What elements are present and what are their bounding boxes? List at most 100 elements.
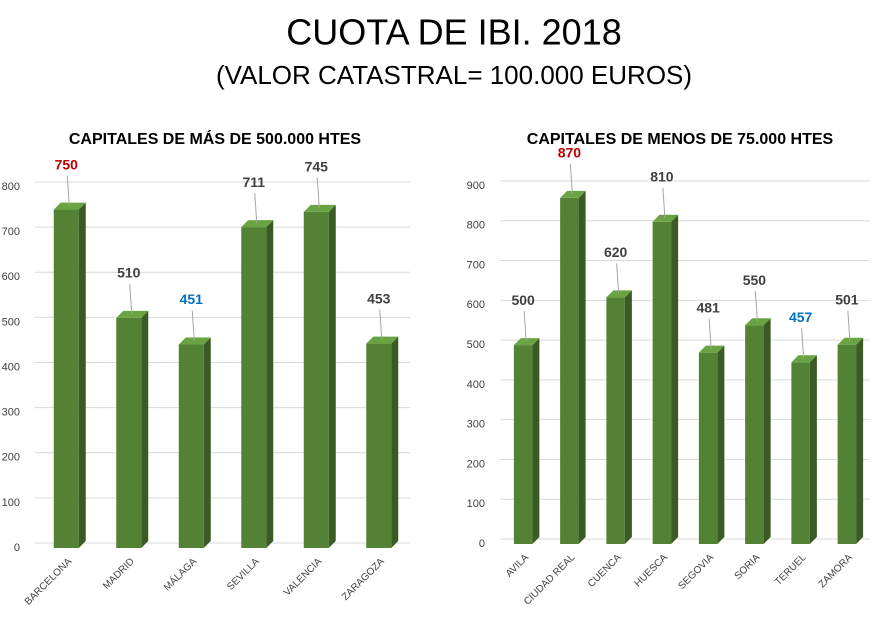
bar-side — [809, 355, 817, 544]
leader-line — [616, 263, 620, 294]
x-tick-label: CUENCA — [586, 552, 624, 590]
bar-top — [53, 202, 86, 210]
leader-line — [316, 177, 320, 208]
bar-group — [303, 204, 336, 548]
y-tick-label: 700 — [467, 259, 485, 271]
x-tick-label: MÁLAGA — [161, 555, 200, 594]
leader-line — [129, 283, 133, 314]
y-tick-label: 700 — [2, 226, 20, 238]
x-tick-label: ZARAGOZA — [340, 556, 387, 603]
bar — [513, 345, 533, 544]
bar — [178, 344, 204, 548]
bar-top — [652, 214, 679, 222]
y-tick-label: 400 — [467, 379, 485, 391]
leader-line — [523, 311, 527, 342]
bar — [791, 362, 810, 544]
bar-group — [698, 345, 725, 544]
y-tick-label: 500 — [467, 339, 485, 351]
bar-group — [513, 338, 540, 544]
bar-group — [53, 202, 86, 548]
bar-top — [837, 337, 864, 345]
bar-top — [178, 337, 211, 345]
value-label: 870 — [558, 145, 582, 161]
bar — [745, 325, 764, 544]
bar-group — [560, 190, 586, 544]
bar — [698, 352, 718, 544]
bar-top — [791, 355, 817, 363]
value-label: 620 — [604, 244, 628, 260]
x-tick-label: SEVILLA — [225, 556, 262, 593]
value-label: 711 — [242, 174, 265, 190]
leader-line — [66, 175, 70, 206]
y-tick-label: 300 — [2, 407, 20, 419]
bar-side — [671, 214, 679, 545]
y-tick-label: 500 — [2, 316, 20, 328]
y-tick-label: 100 — [467, 498, 485, 510]
bar-top — [116, 310, 149, 318]
value-label: 510 — [117, 265, 141, 281]
y-tick-label: 600 — [467, 299, 485, 311]
x-tick-label: SEGOVIA — [677, 552, 717, 592]
bar-side — [141, 310, 149, 548]
bar-group — [241, 220, 274, 548]
bar-side — [78, 202, 86, 548]
bar-side — [624, 290, 632, 544]
x-tick-label: SORIA — [733, 552, 763, 582]
bar-top — [560, 190, 586, 198]
y-tick-label: 400 — [2, 361, 20, 373]
leader-line — [847, 310, 851, 341]
bar-side — [856, 337, 864, 544]
value-label: 481 — [696, 299, 720, 315]
bar-side — [266, 220, 274, 548]
value-label: 550 — [743, 272, 767, 288]
y-tick-label: 900 — [467, 180, 485, 192]
y-tick-label: 0 — [14, 542, 20, 554]
bar — [837, 344, 857, 544]
y-tick-label: 200 — [467, 458, 485, 470]
bar-group — [745, 318, 771, 544]
chart-title: CAPITALES DE MENOS DE 75.000 HTES — [527, 131, 834, 148]
page-subtitle: (VALOR CATASTRAL= 100.000 EUROS) — [216, 60, 692, 90]
y-tick-label: 100 — [2, 497, 20, 509]
x-tick-label: BARCELONA — [23, 556, 75, 608]
value-label: 501 — [835, 291, 859, 307]
bar-side — [203, 337, 211, 548]
leader-line — [191, 310, 195, 341]
bar-side — [391, 336, 399, 548]
bar-group — [837, 337, 864, 544]
bar-top — [241, 220, 274, 228]
leader-line — [379, 309, 383, 340]
y-tick-label: 200 — [2, 452, 20, 464]
bar — [366, 343, 392, 548]
bar-top — [698, 345, 725, 353]
leader-line — [254, 193, 258, 224]
bar-side — [763, 318, 771, 544]
y-tick-label: 0 — [479, 538, 485, 550]
x-tick-label: TERUEL — [773, 552, 809, 588]
bar-top — [513, 338, 540, 346]
bar-top — [366, 336, 399, 344]
bar — [652, 221, 672, 545]
bar-group — [606, 290, 632, 544]
x-tick-label: HUESCA — [633, 552, 670, 589]
bar — [303, 211, 329, 548]
x-tick-label: AVILA — [504, 552, 532, 580]
page-title: CUOTA DE IBI. 2018 — [286, 12, 621, 53]
leader-line — [662, 187, 666, 218]
bar-top — [303, 204, 336, 212]
leader-line — [801, 328, 805, 359]
bar-group — [116, 310, 149, 548]
bar-side — [717, 345, 725, 544]
bar-group — [791, 355, 817, 544]
bar-side — [328, 204, 336, 548]
bar-group — [178, 337, 211, 548]
value-label: 745 — [305, 159, 329, 175]
value-label: 457 — [789, 309, 813, 325]
bar — [560, 197, 579, 544]
bar-top — [745, 318, 771, 326]
leader-line — [754, 291, 758, 322]
y-tick-label: 600 — [2, 271, 20, 283]
value-label: 750 — [55, 156, 79, 172]
